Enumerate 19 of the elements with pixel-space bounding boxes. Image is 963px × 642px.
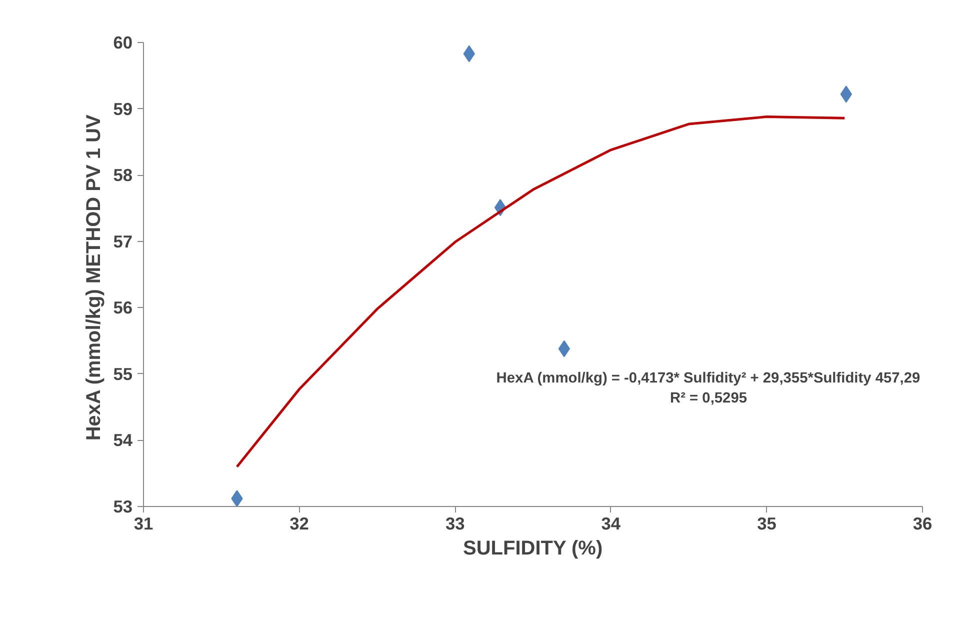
point — [231, 490, 243, 506]
x-tick-label: 34 — [601, 514, 621, 534]
y-tick-label: 58 — [113, 165, 133, 186]
x-tick-label: 36 — [912, 514, 932, 534]
y-tick-label: 60 — [113, 32, 133, 52]
y-tick-label: 59 — [113, 98, 133, 119]
y-tick-label: 55 — [113, 364, 133, 384]
x-tick-label: 32 — [290, 514, 309, 534]
y-tick-label: 54 — [113, 430, 133, 450]
x-tick-label: 31 — [134, 514, 154, 534]
y-axis-title: HexA (mmol/kg) METHOD PV 1 UV — [83, 114, 106, 441]
annotation: HexA (mmol/kg) = -0,4173* Sulfidity² + 29,355*Sulfidity 457,29 — [496, 370, 920, 386]
annotation: R² = 0,5295 — [670, 390, 747, 406]
y-tick-label: 53 — [113, 496, 133, 516]
y-tick-label: 56 — [113, 298, 133, 318]
x-tick-label: 35 — [757, 514, 777, 534]
y-tick-label: 57 — [113, 231, 133, 252]
x-axis-title: SULFIDITY (%) — [463, 538, 603, 560]
x-tick-label: 33 — [445, 514, 466, 534]
